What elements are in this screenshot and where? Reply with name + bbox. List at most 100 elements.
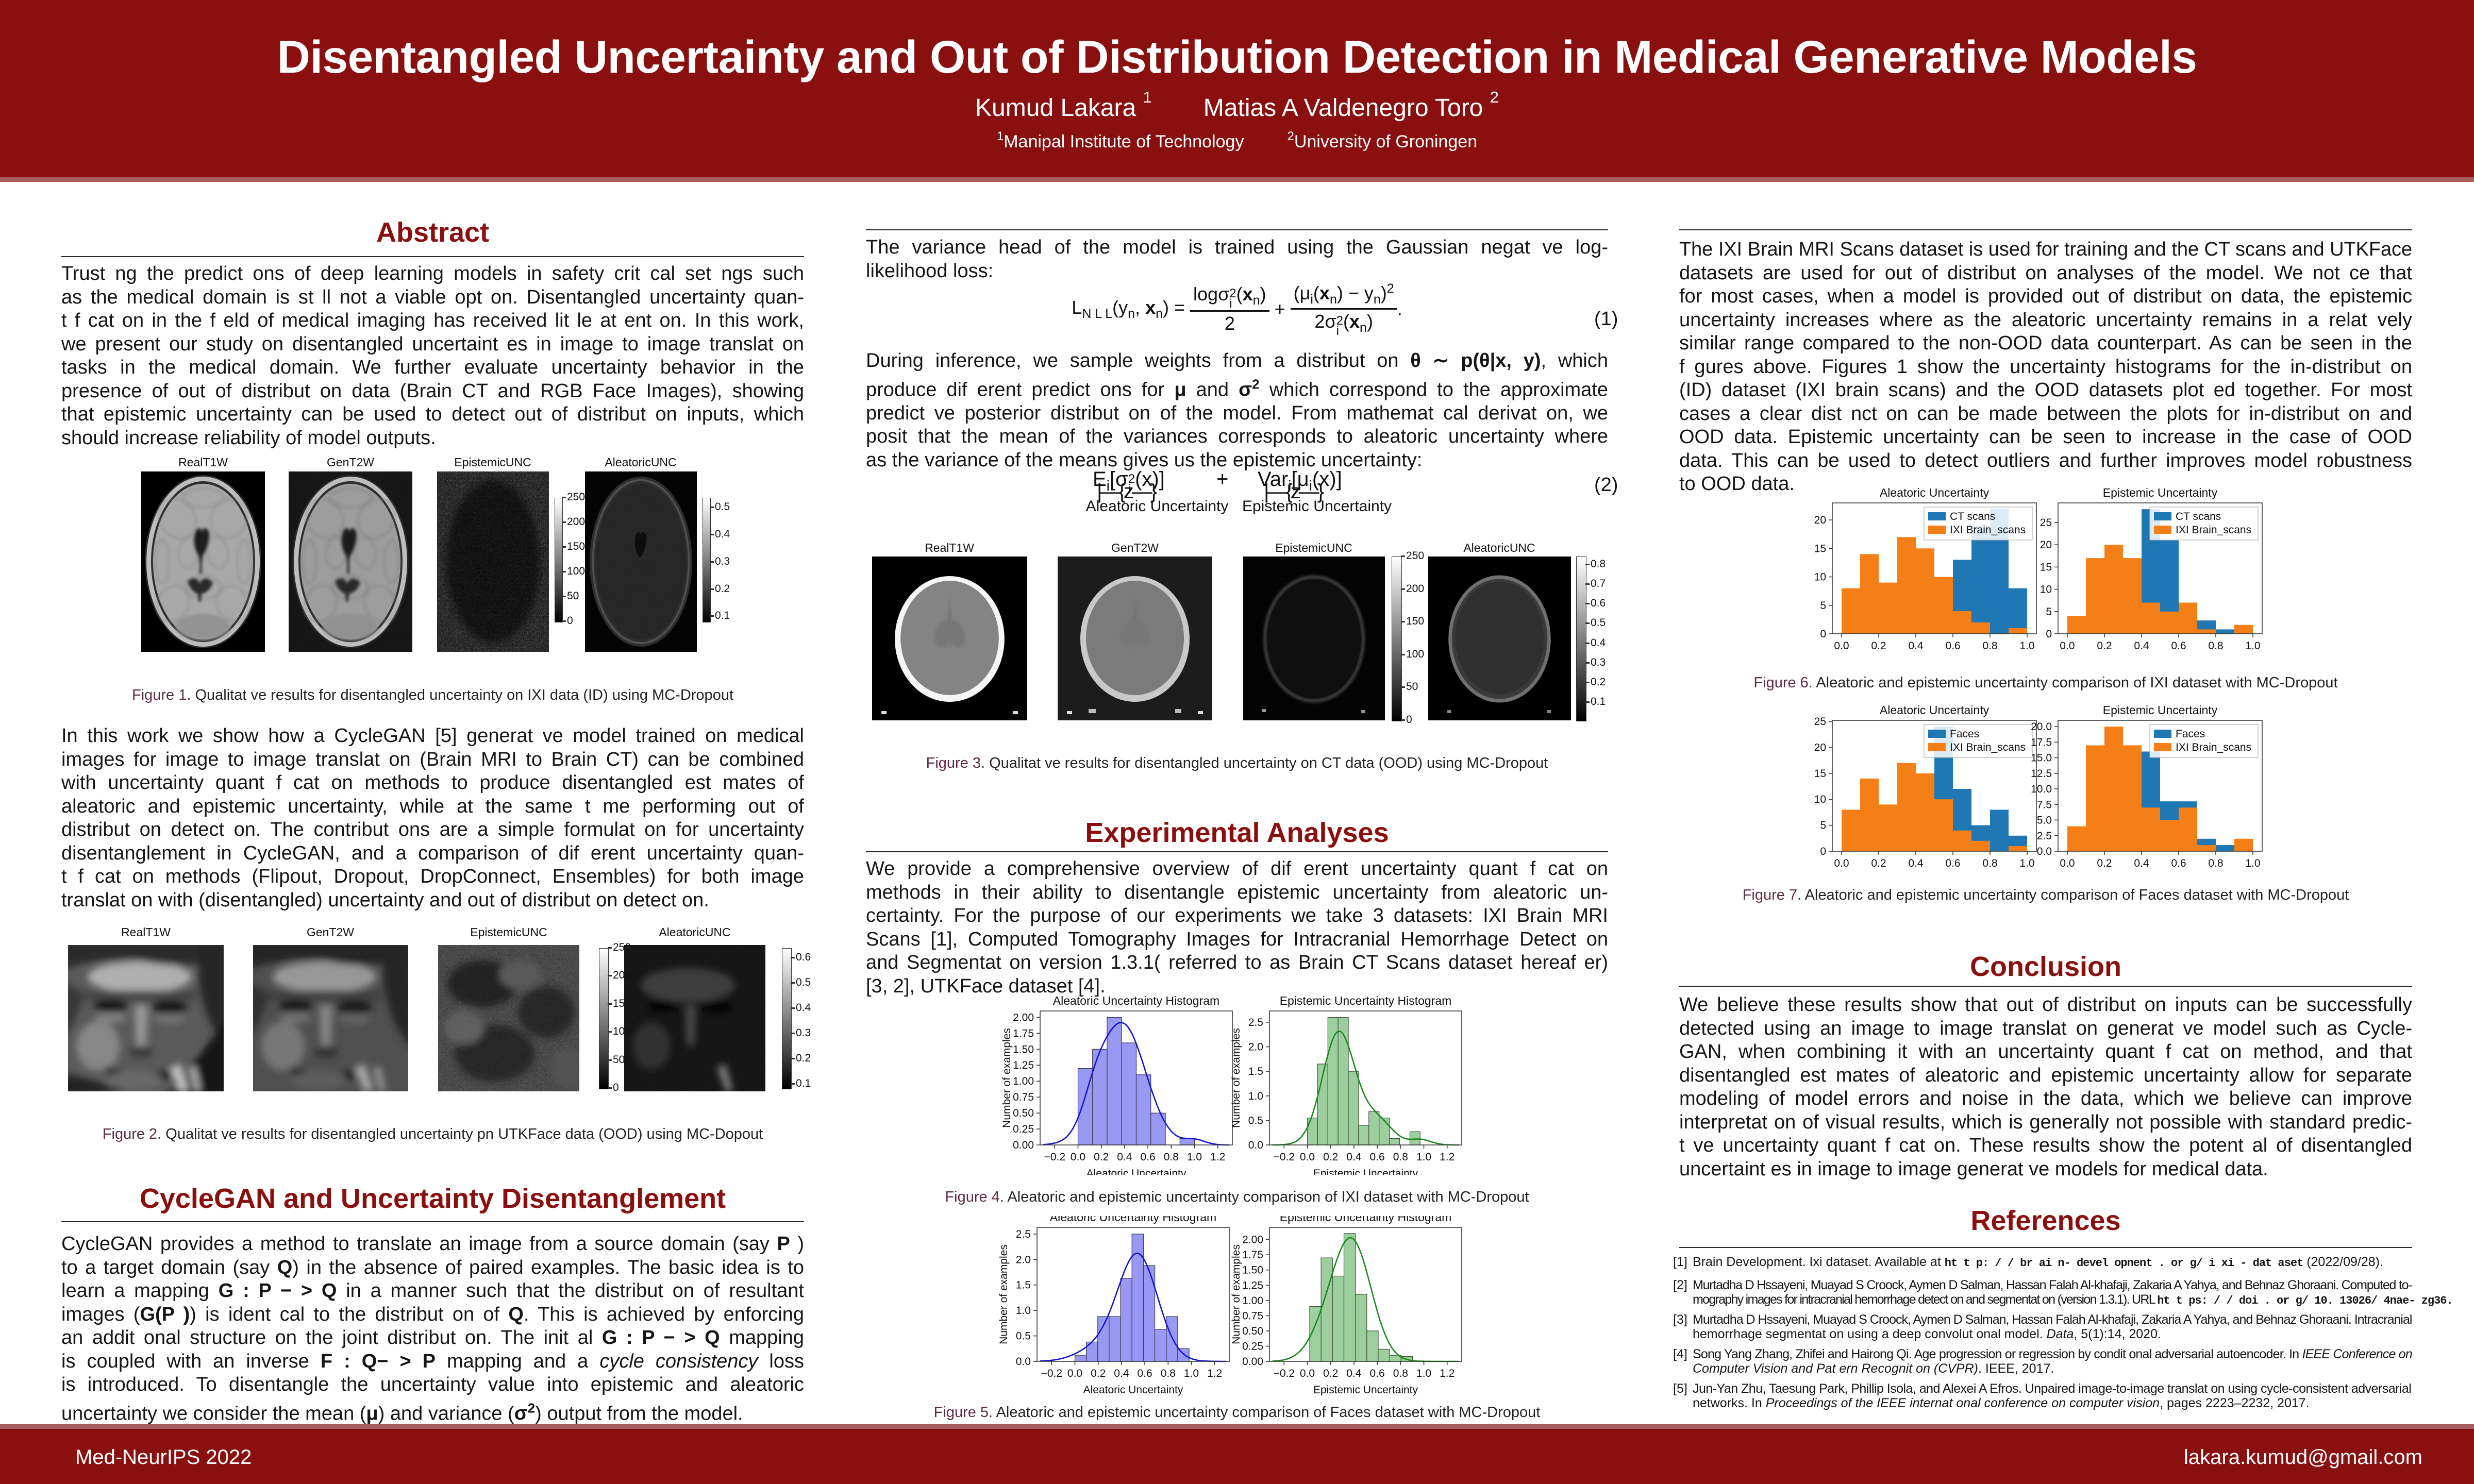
svg-text:0.6: 0.6: [2171, 857, 2186, 869]
svg-text:Epistemic Uncertainty: Epistemic Uncertainty: [2103, 703, 2218, 717]
svg-text:Epistemic Uncertainty: Epistemic Uncertainty: [1313, 1168, 1418, 1175]
svg-text:2.0: 2.0: [1248, 1041, 1263, 1053]
svg-text:Faces: Faces: [1950, 728, 1979, 740]
svg-text:0.2: 0.2: [1094, 1151, 1109, 1163]
svg-text:Aleatoric Uncertainty Histogra: Aleatoric Uncertainty Histogram: [1050, 1216, 1216, 1224]
svg-text:2.5: 2.5: [1016, 1228, 1031, 1240]
svg-text:15: 15: [2040, 561, 2052, 573]
svg-text:1.0: 1.0: [2019, 640, 2034, 652]
svg-text:1.5: 1.5: [1016, 1279, 1031, 1291]
svg-text:15: 15: [1814, 543, 1826, 554]
svg-text:1.50: 1.50: [1242, 1264, 1263, 1276]
svg-text:0.8: 0.8: [2208, 857, 2223, 869]
svg-text:5: 5: [2046, 606, 2052, 618]
svg-text:2.5: 2.5: [1248, 1017, 1263, 1028]
svg-text:0.6: 0.6: [1140, 1151, 1155, 1163]
svg-text:1.75: 1.75: [1013, 1027, 1034, 1039]
svg-text:1.2: 1.2: [1210, 1151, 1225, 1163]
svg-text:7.5: 7.5: [2037, 799, 2052, 811]
svg-text:Faces: Faces: [2176, 728, 2205, 740]
svg-text:0.6: 0.6: [1945, 857, 1960, 869]
svg-text:5: 5: [1820, 600, 1826, 612]
svg-text:0.8: 0.8: [1161, 1368, 1176, 1379]
svg-text:0.4: 0.4: [1908, 857, 1924, 869]
svg-text:0.25: 0.25: [1242, 1341, 1263, 1353]
svg-text:Aleatoric Uncertainty: Aleatoric Uncertainty: [1880, 486, 1990, 499]
svg-text:−0.2: −0.2: [1044, 1151, 1065, 1163]
svg-text:10: 10: [2040, 584, 2052, 596]
svg-text:0.0: 0.0: [1300, 1151, 1315, 1163]
svg-text:1.25: 1.25: [1242, 1279, 1263, 1291]
svg-text:10.0: 10.0: [2031, 783, 2052, 795]
svg-text:0.75: 0.75: [1242, 1310, 1263, 1322]
svg-text:Aleatoric Uncertainty: Aleatoric Uncertainty: [1083, 1384, 1183, 1396]
svg-text:5.0: 5.0: [2037, 815, 2052, 827]
svg-text:0.4: 0.4: [1117, 1151, 1132, 1163]
svg-text:IXI Brain_scans: IXI Brain_scans: [2176, 741, 2251, 753]
svg-text:0.00: 0.00: [1242, 1356, 1263, 1368]
svg-text:0: 0: [1820, 846, 1826, 857]
svg-text:IXI Brain_scans: IXI Brain_scans: [2176, 524, 2251, 536]
svg-text:1.0: 1.0: [1248, 1090, 1263, 1102]
svg-text:0.25: 0.25: [1013, 1123, 1034, 1135]
svg-text:−0.2: −0.2: [1041, 1368, 1062, 1379]
svg-text:0.0: 0.0: [1067, 1368, 1082, 1379]
svg-text:20: 20: [1814, 741, 1826, 753]
svg-text:Aleatoric Uncertainty: Aleatoric Uncertainty: [1086, 1168, 1186, 1175]
svg-text:2.00: 2.00: [1013, 1011, 1034, 1023]
svg-text:Number of examples: Number of examples: [998, 1244, 1010, 1344]
svg-text:0.0: 0.0: [1016, 1356, 1031, 1368]
svg-text:0.5: 0.5: [1016, 1330, 1031, 1342]
svg-text:0.6: 0.6: [1137, 1368, 1152, 1379]
svg-text:0.6: 0.6: [1369, 1368, 1384, 1379]
svg-text:1.0: 1.0: [1187, 1151, 1202, 1163]
svg-text:0.8: 0.8: [1982, 640, 1997, 652]
svg-text:10: 10: [1814, 571, 1826, 583]
svg-text:10: 10: [1814, 794, 1826, 805]
svg-text:0.2: 0.2: [1091, 1368, 1106, 1379]
svg-text:1.2: 1.2: [1440, 1368, 1455, 1379]
svg-text:5: 5: [1820, 820, 1826, 832]
svg-text:0.4: 0.4: [2134, 640, 2149, 652]
svg-text:1.5: 1.5: [1248, 1066, 1263, 1077]
svg-text:−0.2: −0.2: [1274, 1151, 1295, 1163]
svg-text:0.5: 0.5: [1248, 1115, 1263, 1126]
svg-text:0.0: 0.0: [1834, 857, 1849, 869]
svg-text:2.0: 2.0: [1016, 1254, 1031, 1266]
svg-text:1.00: 1.00: [1013, 1075, 1034, 1087]
svg-text:0: 0: [1820, 628, 1826, 640]
svg-text:Number of examples: Number of examples: [1230, 1244, 1242, 1344]
svg-text:0.8: 0.8: [1164, 1151, 1179, 1163]
svg-text:2.5: 2.5: [2037, 830, 2052, 842]
svg-text:0.6: 0.6: [1369, 1151, 1384, 1163]
svg-text:1.75: 1.75: [1242, 1249, 1263, 1261]
svg-text:12.5: 12.5: [2031, 768, 2052, 780]
svg-text:0.2: 0.2: [1871, 640, 1886, 652]
svg-text:IXI Brain_scans: IXI Brain_scans: [1950, 741, 2026, 753]
svg-text:0.0: 0.0: [1834, 640, 1849, 652]
svg-text:0.2: 0.2: [1323, 1368, 1338, 1379]
svg-text:1.0: 1.0: [2245, 857, 2260, 869]
svg-text:Number of examples: Number of examples: [1001, 1028, 1013, 1128]
svg-text:0.0: 0.0: [1300, 1368, 1315, 1379]
svg-text:25: 25: [1814, 716, 1826, 728]
svg-text:0.4: 0.4: [1908, 640, 1924, 652]
svg-text:Aleatoric Uncertainty Histogra: Aleatoric Uncertainty Histogram: [1053, 994, 1219, 1007]
svg-text:0.0: 0.0: [2060, 857, 2075, 869]
svg-text:0.50: 0.50: [1242, 1325, 1263, 1337]
svg-text:1.0: 1.0: [1416, 1151, 1431, 1163]
svg-text:0.8: 0.8: [1982, 857, 1997, 869]
svg-text:15: 15: [1814, 768, 1826, 780]
svg-text:1.25: 1.25: [1013, 1059, 1034, 1071]
svg-text:0.0: 0.0: [2037, 846, 2052, 857]
svg-text:IXI Brain_scans: IXI Brain_scans: [1950, 524, 2026, 536]
svg-text:0.50: 0.50: [1013, 1107, 1034, 1119]
svg-text:20: 20: [2040, 539, 2052, 551]
svg-text:0.00: 0.00: [1013, 1139, 1034, 1151]
svg-text:1.00: 1.00: [1242, 1295, 1263, 1307]
svg-text:25: 25: [2040, 517, 2052, 529]
svg-text:Epistemic Uncertainty Histogra: Epistemic Uncertainty Histogram: [1280, 994, 1452, 1007]
svg-text:0.4: 0.4: [1346, 1368, 1362, 1379]
svg-text:0.4: 0.4: [1346, 1151, 1362, 1163]
svg-text:Aleatoric Uncertainty: Aleatoric Uncertainty: [1880, 703, 1990, 717]
